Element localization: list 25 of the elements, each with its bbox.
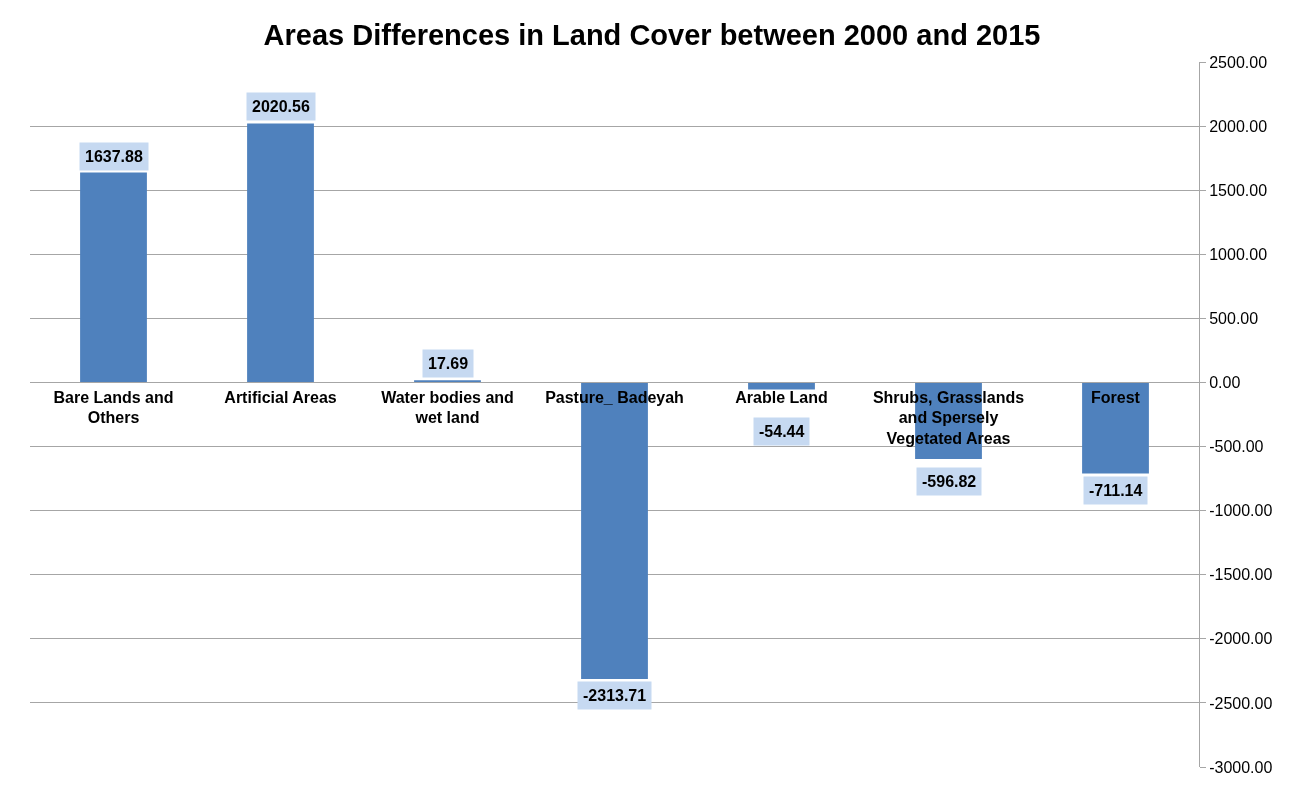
- x-tick-label: Forest: [1091, 388, 1141, 406]
- data-label: 2020.56: [252, 98, 310, 115]
- y-tick-label: 500.00: [1209, 309, 1259, 327]
- y-tick-label: 1500.00: [1209, 181, 1268, 199]
- y-tick-label: -1500.00: [1209, 566, 1273, 584]
- y-tick-label: -2000.00: [1209, 630, 1273, 648]
- y-tick-label: -1000.00: [1209, 502, 1273, 520]
- x-tick-label: Arable Land: [735, 388, 828, 406]
- data-label: -2313.71: [583, 687, 647, 704]
- y-tick-label: -2500.00: [1209, 694, 1273, 712]
- chart-title: Areas Differences in Land Cover between 2000 and 2015: [263, 19, 1041, 52]
- data-label: -596.82: [922, 473, 977, 490]
- x-tick-label: Artificial Areas: [224, 388, 337, 406]
- data-label: 1637.88: [85, 148, 143, 165]
- y-tick-label: -3000.00: [1209, 758, 1273, 776]
- data-label: -54.44: [759, 423, 805, 440]
- x-tick-label: Water bodies and wet land: [381, 388, 514, 427]
- y-tick-label: 2000.00: [1209, 117, 1268, 135]
- data-label: -711.14: [1089, 482, 1143, 499]
- data-label: 17.69: [428, 355, 469, 372]
- y-tick-label: 1000.00: [1209, 245, 1268, 263]
- x-tick-label: Bare Lands and Others: [53, 388, 174, 427]
- y-tick-label: 0.00: [1209, 374, 1241, 392]
- y-tick-label: -500.00: [1209, 438, 1264, 456]
- y-tick-label: 2500.00: [1209, 53, 1268, 71]
